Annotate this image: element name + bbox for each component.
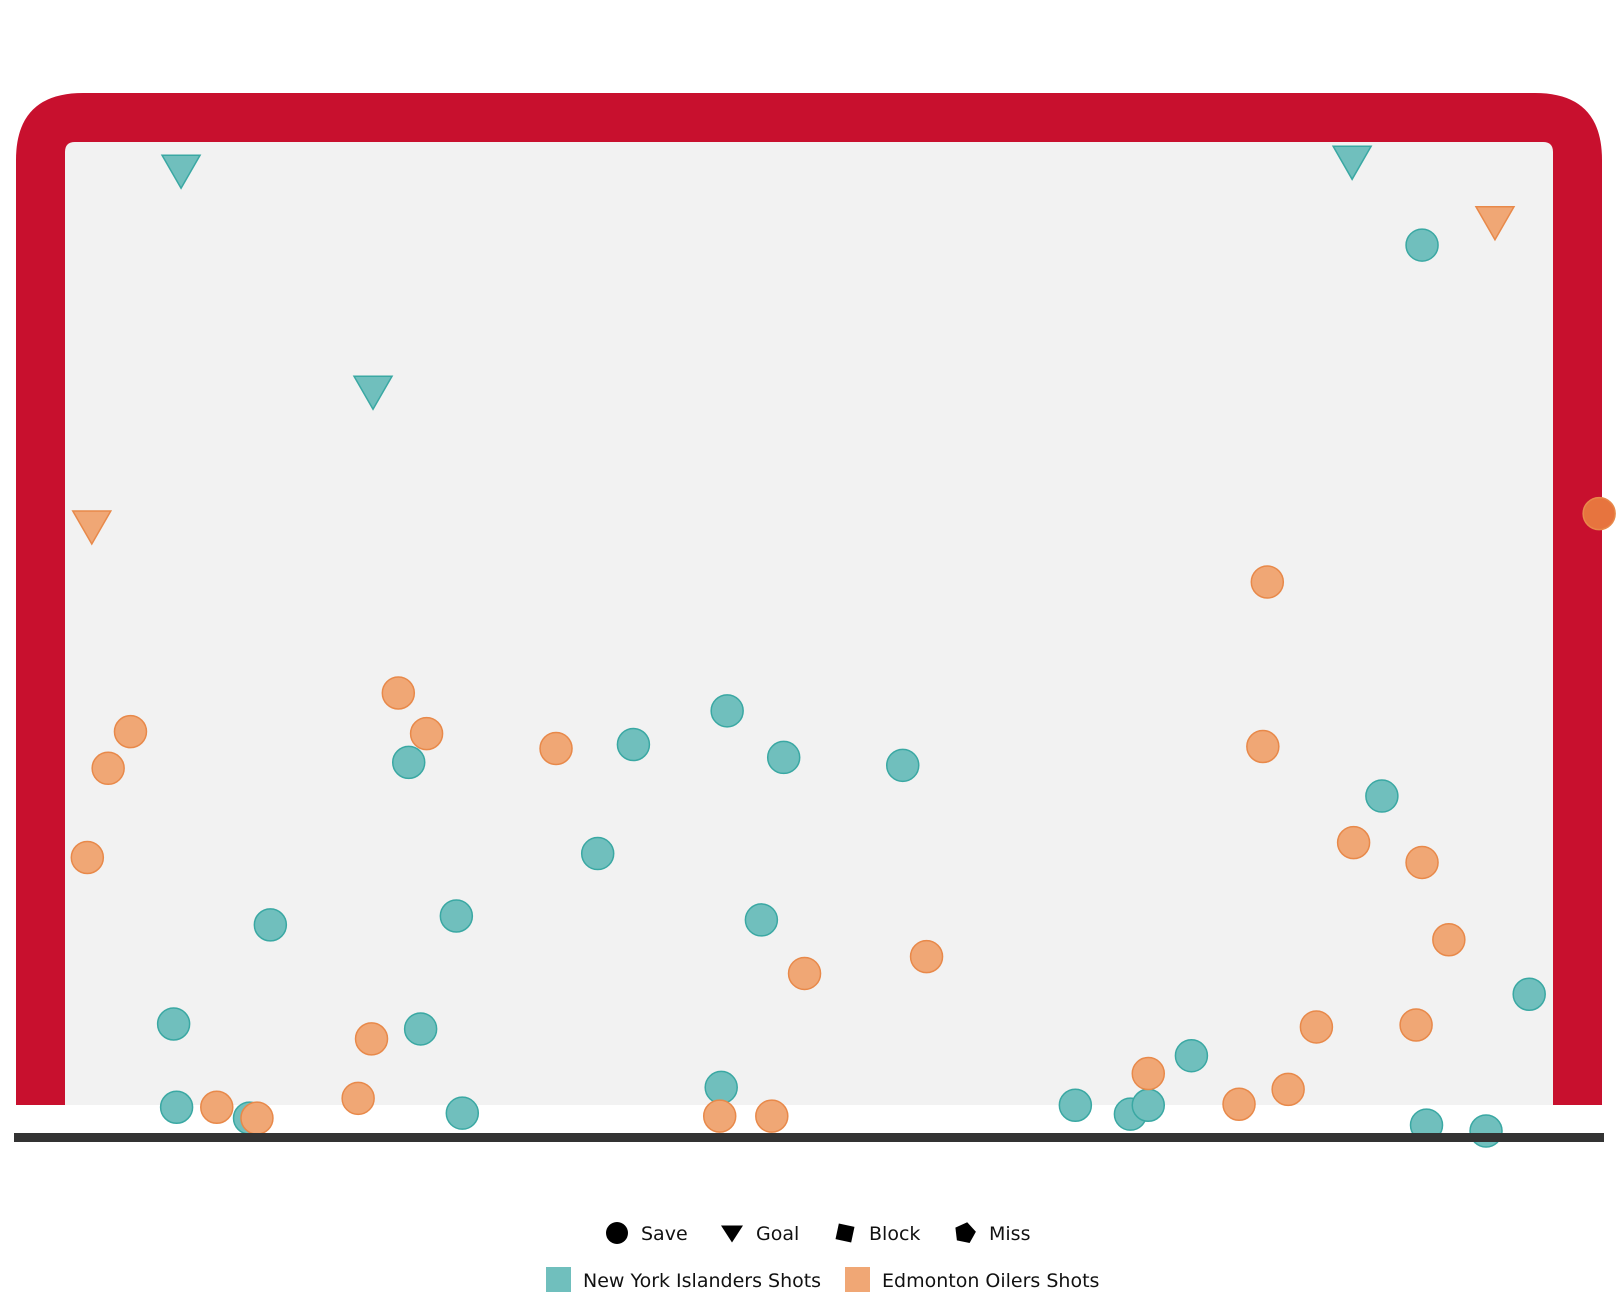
shot-islanders-save-17 bbox=[1512, 977, 1546, 1012]
shot-islanders-save-20 bbox=[445, 1096, 480, 1130]
shot-oilers-save-22 bbox=[240, 1101, 274, 1135]
shot-islanders-save-18 bbox=[159, 1090, 194, 1124]
shot-oilers-save-26 bbox=[755, 1099, 789, 1133]
shot-islanders-save-9 bbox=[1365, 779, 1399, 813]
legend-shot-types: Save Goal Block Miss bbox=[606, 1222, 1030, 1245]
shot-islanders-save-6 bbox=[710, 694, 744, 728]
shot-oilers-save-15 bbox=[787, 956, 822, 991]
shot-islanders-save-14 bbox=[156, 1007, 191, 1041]
legend-block-label: Block bbox=[869, 1223, 920, 1245]
shot-islanders-save-4 bbox=[391, 745, 426, 780]
shot-islanders-save-26 bbox=[1469, 1114, 1503, 1148]
shot-islanders-save-12 bbox=[439, 899, 474, 933]
shot-oilers-save-3 bbox=[1250, 565, 1285, 599]
goal-line bbox=[14, 1133, 1604, 1142]
legend: Save Goal Block Miss New York Islanders Sho… bbox=[546, 1222, 1099, 1292]
shot-oilers-save-9 bbox=[1246, 729, 1280, 764]
shot-oilers-save-25 bbox=[702, 1099, 737, 1133]
shot-islanders-goal-1 bbox=[352, 375, 394, 411]
shot-oilers-save-6 bbox=[91, 751, 125, 786]
shot-islanders-save-5 bbox=[616, 727, 651, 762]
shot-islanders-save-21 bbox=[704, 1070, 738, 1105]
shot-oilers-save-16 bbox=[354, 1022, 389, 1056]
shot-islanders-save-13 bbox=[744, 903, 779, 937]
shot-islanders-save-22 bbox=[1058, 1088, 1093, 1123]
shot-islanders-save-3 bbox=[1405, 228, 1439, 262]
legend-goal-icon bbox=[721, 1225, 743, 1243]
shot-marks bbox=[70, 145, 1616, 1148]
shot-islanders-save-8 bbox=[885, 748, 920, 783]
shot-oilers-save-23 bbox=[1222, 1087, 1256, 1122]
legend-teams: New York Islanders Shots Edmonton Oilers … bbox=[546, 1267, 1099, 1292]
shot-oilers-save-12 bbox=[1405, 845, 1439, 880]
shot-oilers-save-18 bbox=[1399, 1008, 1433, 1042]
shot-islanders-save-11 bbox=[253, 908, 288, 942]
shot-oilers-save-5 bbox=[113, 714, 148, 749]
shot-oilers-save-8 bbox=[539, 731, 573, 766]
shot-islanders-save-10 bbox=[580, 836, 615, 871]
shot-oilers-goal-0 bbox=[71, 510, 113, 546]
legend-team-swatch-0 bbox=[546, 1267, 571, 1292]
shot-oilers-save-21 bbox=[200, 1090, 234, 1124]
shot-oilers-save-24 bbox=[1271, 1072, 1305, 1107]
legend-team-label-1: Edmonton Oilers Shots bbox=[882, 1270, 1099, 1292]
shot-oilers-save-20 bbox=[341, 1081, 375, 1116]
shot-islanders-save-24 bbox=[1131, 1088, 1166, 1123]
legend-team-swatch-1 bbox=[845, 1267, 870, 1292]
shot-oilers-save-13 bbox=[1432, 923, 1466, 957]
legend-save-label: Save bbox=[641, 1223, 688, 1245]
legend-miss-label: Miss bbox=[989, 1223, 1030, 1245]
legend-block-icon bbox=[835, 1223, 855, 1243]
shot-oilers-save-4 bbox=[381, 676, 416, 710]
legend-miss-icon bbox=[955, 1222, 976, 1243]
shot-islanders-goal-0 bbox=[160, 154, 202, 190]
shot-islanders-save-16 bbox=[1174, 1038, 1209, 1073]
shot-oilers-save-7 bbox=[409, 716, 444, 751]
legend-goal-label: Goal bbox=[756, 1223, 799, 1245]
shot-oilers-save-11 bbox=[1336, 825, 1371, 860]
shot-oilers-save-10 bbox=[70, 840, 105, 875]
shot-oilers-save-17 bbox=[1299, 1010, 1334, 1044]
shot-oilers-save-19 bbox=[1131, 1056, 1166, 1091]
legend-team-label-0: New York Islanders Shots bbox=[583, 1270, 821, 1292]
shot-oilers-save-2 bbox=[1582, 496, 1616, 531]
shot-islanders-save-7 bbox=[766, 740, 801, 775]
shot-islanders-goal-2 bbox=[1331, 145, 1373, 181]
shot-oilers-goal-1 bbox=[1474, 206, 1516, 242]
legend-save-icon bbox=[606, 1222, 628, 1244]
goal-mouth-ice bbox=[65, 142, 1553, 1105]
shot-oilers-save-14 bbox=[909, 939, 944, 974]
shot-islanders-save-15 bbox=[403, 1012, 438, 1046]
goal-frame bbox=[16, 93, 1602, 1105]
